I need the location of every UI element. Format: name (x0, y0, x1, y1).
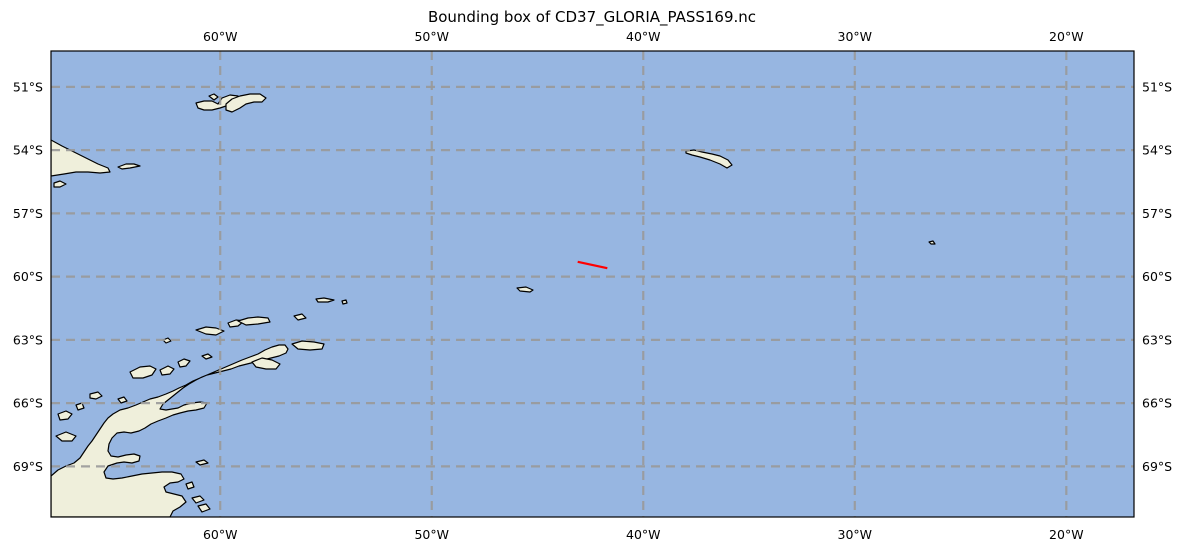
lon-tick-label-bottom: 30°W (838, 527, 873, 542)
lat-tick-label-right: 57°S (1142, 206, 1172, 221)
track-line (577, 260, 608, 270)
lat-tick-label-left: 60°S (13, 269, 43, 284)
land-layer (51, 93, 936, 517)
lon-tick-label-bottom: 40°W (626, 527, 661, 542)
antarctic-peninsula (51, 344, 289, 517)
lon-tick-label-top: 40°W (626, 29, 661, 44)
lat-tick-label-right: 54°S (1142, 143, 1172, 158)
lon-tick-label-bottom: 20°W (1049, 527, 1084, 542)
gridlines (51, 51, 1134, 517)
lat-tick-label-left: 54°S (13, 143, 43, 158)
lat-tick-label-left: 66°S (13, 396, 43, 411)
map-frame (50, 50, 1135, 518)
lon-tick-label-top: 30°W (838, 29, 873, 44)
tierra-del-fuego (51, 139, 111, 177)
lat-tick-label-right: 66°S (1142, 396, 1172, 411)
lat-tick-label-right: 51°S (1142, 79, 1172, 94)
lat-tick-label-left: 63°S (13, 332, 43, 347)
lat-tick-label-left: 57°S (13, 206, 43, 221)
tick-labels: 60°W 60°W 50°W 50°W 40°W 40°W 30°W 30°W 20°W 20°W… (13, 29, 1172, 542)
lon-tick-label-bottom: 50°W (414, 527, 449, 542)
south-georgia (685, 149, 733, 169)
lat-tick-label-right: 69°S (1142, 459, 1172, 474)
figure-title: Bounding box of CD37_GLORIA_PASS169.nc (428, 8, 756, 27)
lon-tick-label-top: 50°W (414, 29, 449, 44)
lat-tick-label-left: 69°S (13, 459, 43, 474)
bounding-box-track (577, 260, 608, 270)
lat-tick-label-left: 51°S (13, 79, 43, 94)
lon-tick-label-bottom: 60°W (203, 527, 238, 542)
lon-tick-label-top: 20°W (1049, 29, 1084, 44)
lat-tick-label-right: 60°S (1142, 269, 1172, 284)
lon-tick-label-top: 60°W (203, 29, 238, 44)
ocean-background (51, 51, 1134, 517)
lat-tick-label-right: 63°S (1142, 332, 1172, 347)
